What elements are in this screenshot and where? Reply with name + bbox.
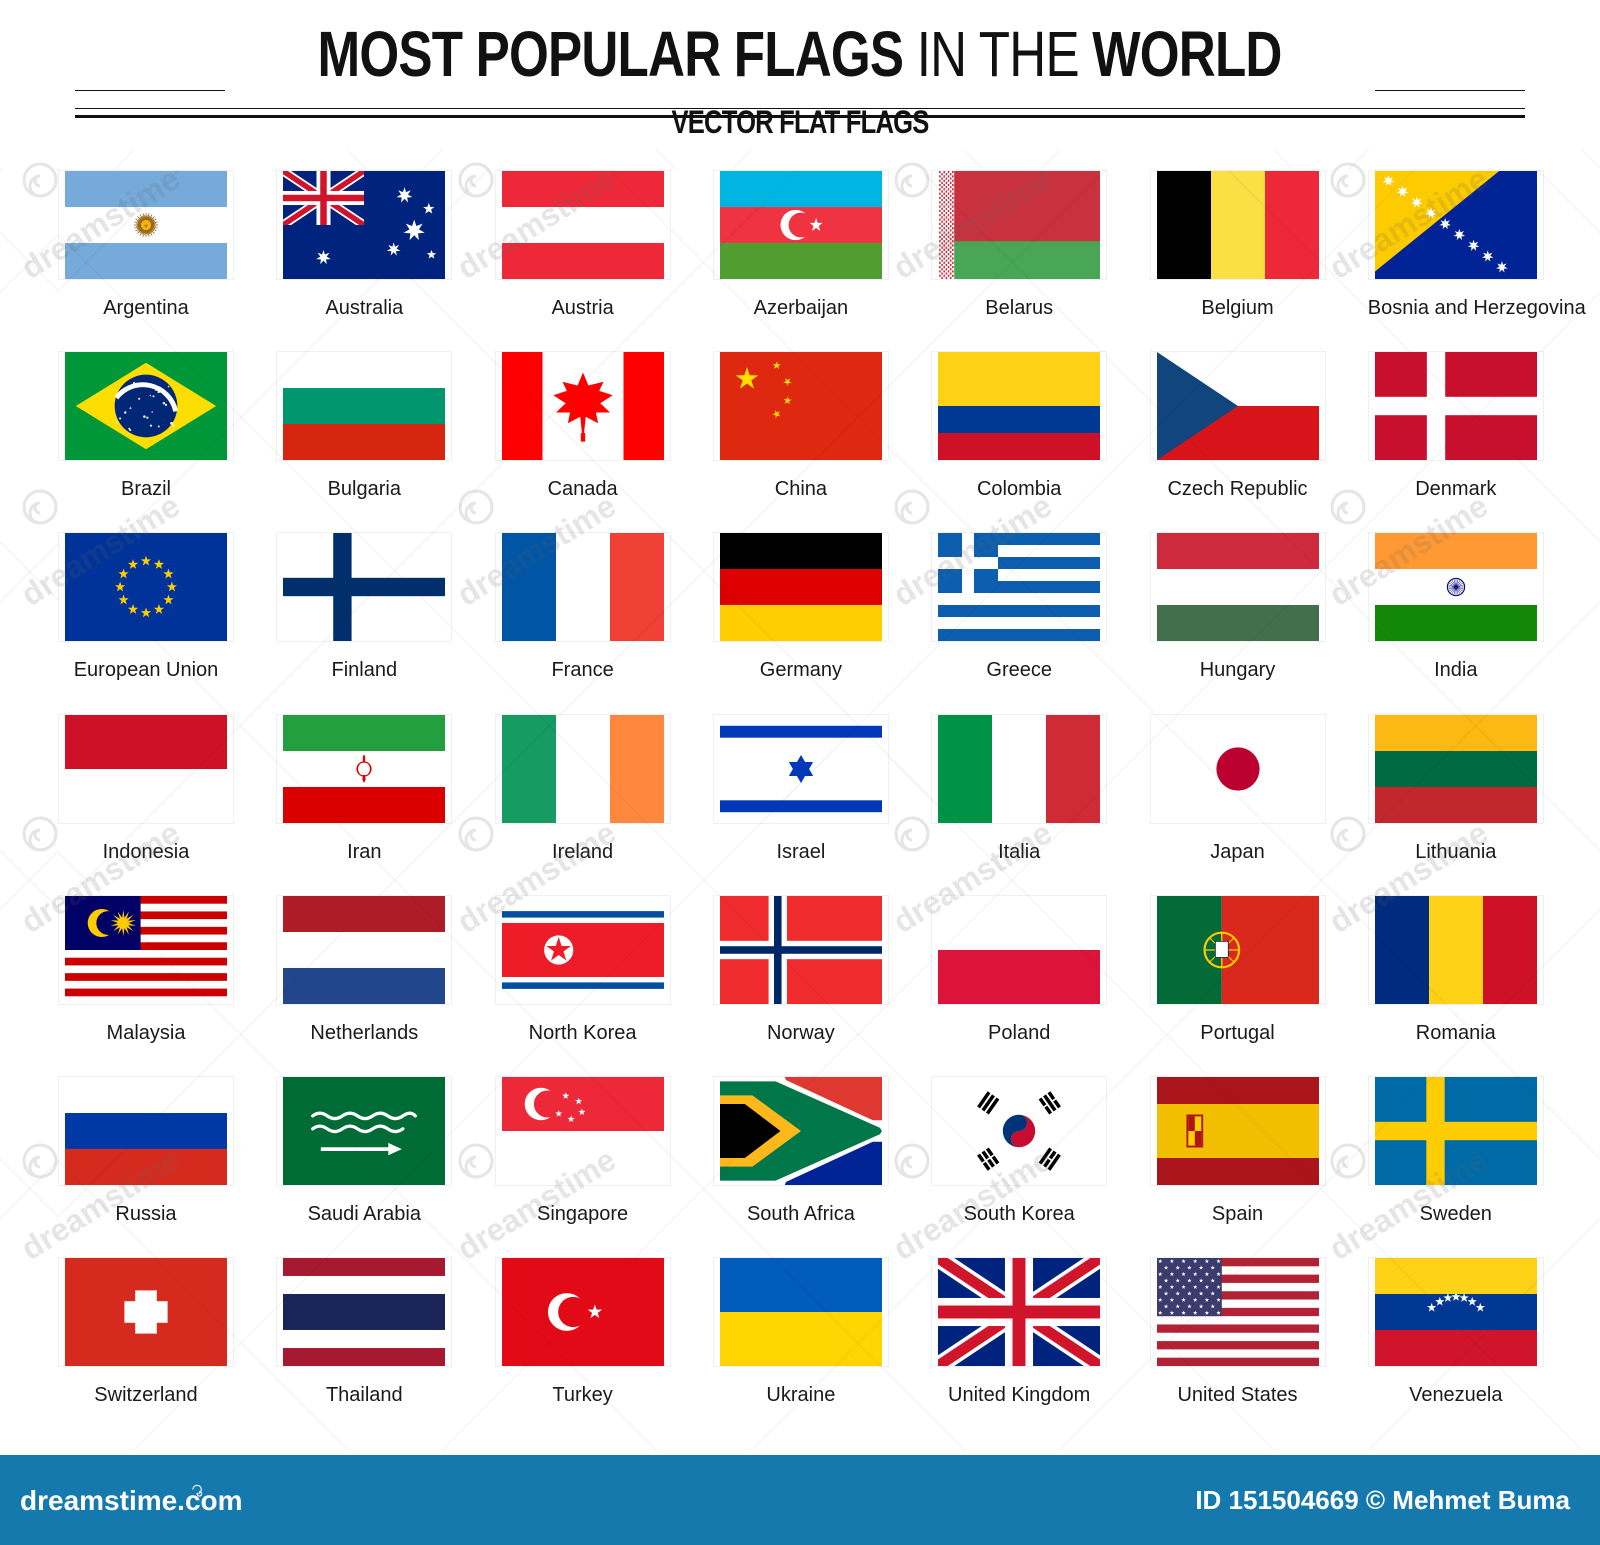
svg-text:dreamstime.com: dreamstime.com — [20, 1485, 243, 1516]
